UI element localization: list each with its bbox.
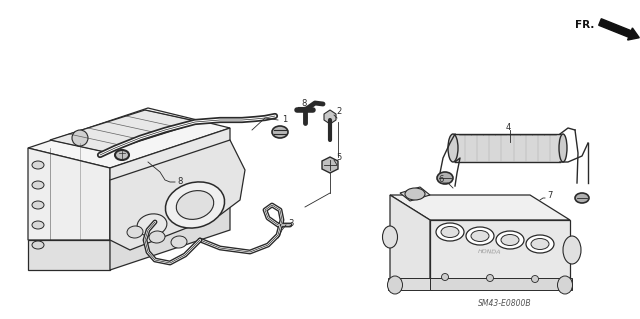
- Text: 4: 4: [506, 122, 511, 131]
- Text: FR.: FR.: [575, 20, 595, 30]
- Ellipse shape: [127, 226, 143, 238]
- Text: 2: 2: [336, 108, 341, 116]
- Ellipse shape: [496, 231, 524, 249]
- FancyArrow shape: [598, 19, 639, 40]
- Text: 5: 5: [336, 152, 341, 161]
- Circle shape: [486, 275, 493, 281]
- Polygon shape: [110, 140, 245, 250]
- Circle shape: [72, 130, 88, 146]
- Polygon shape: [28, 148, 110, 240]
- Text: 3: 3: [288, 219, 293, 227]
- Ellipse shape: [563, 236, 581, 264]
- Polygon shape: [50, 110, 200, 152]
- Ellipse shape: [437, 172, 453, 184]
- Ellipse shape: [466, 227, 494, 245]
- Ellipse shape: [32, 161, 44, 169]
- Polygon shape: [322, 157, 338, 173]
- Ellipse shape: [441, 226, 459, 238]
- Ellipse shape: [531, 239, 549, 249]
- Ellipse shape: [32, 221, 44, 229]
- Ellipse shape: [115, 150, 129, 160]
- Polygon shape: [430, 220, 570, 280]
- Text: 6: 6: [438, 175, 444, 184]
- Polygon shape: [110, 200, 230, 270]
- Ellipse shape: [32, 181, 44, 189]
- Circle shape: [531, 276, 538, 283]
- Ellipse shape: [176, 191, 214, 219]
- Ellipse shape: [387, 276, 403, 294]
- Circle shape: [442, 273, 449, 280]
- Ellipse shape: [471, 231, 489, 241]
- Polygon shape: [388, 278, 432, 290]
- Ellipse shape: [448, 134, 458, 162]
- Ellipse shape: [149, 231, 165, 243]
- Ellipse shape: [436, 223, 464, 241]
- Polygon shape: [390, 195, 430, 280]
- Ellipse shape: [272, 126, 288, 138]
- Polygon shape: [28, 108, 230, 168]
- Text: 8: 8: [177, 177, 182, 187]
- Polygon shape: [110, 128, 230, 240]
- Ellipse shape: [526, 235, 554, 253]
- Ellipse shape: [383, 226, 397, 248]
- Ellipse shape: [166, 182, 225, 228]
- Polygon shape: [390, 195, 570, 220]
- Polygon shape: [400, 187, 430, 201]
- Polygon shape: [430, 278, 572, 290]
- Text: 8: 8: [301, 100, 307, 108]
- Ellipse shape: [405, 188, 425, 200]
- Ellipse shape: [557, 276, 573, 294]
- Ellipse shape: [137, 214, 167, 236]
- Ellipse shape: [32, 201, 44, 209]
- Text: 7: 7: [547, 191, 552, 201]
- Ellipse shape: [171, 236, 187, 248]
- Ellipse shape: [575, 193, 589, 203]
- Ellipse shape: [501, 234, 519, 246]
- Ellipse shape: [32, 241, 44, 249]
- Polygon shape: [455, 134, 560, 162]
- Polygon shape: [28, 240, 110, 270]
- Text: SM43-E0800B: SM43-E0800B: [478, 300, 532, 308]
- Text: HONDA: HONDA: [478, 249, 502, 255]
- Text: 1: 1: [282, 115, 287, 123]
- Polygon shape: [324, 110, 336, 124]
- Ellipse shape: [559, 134, 567, 162]
